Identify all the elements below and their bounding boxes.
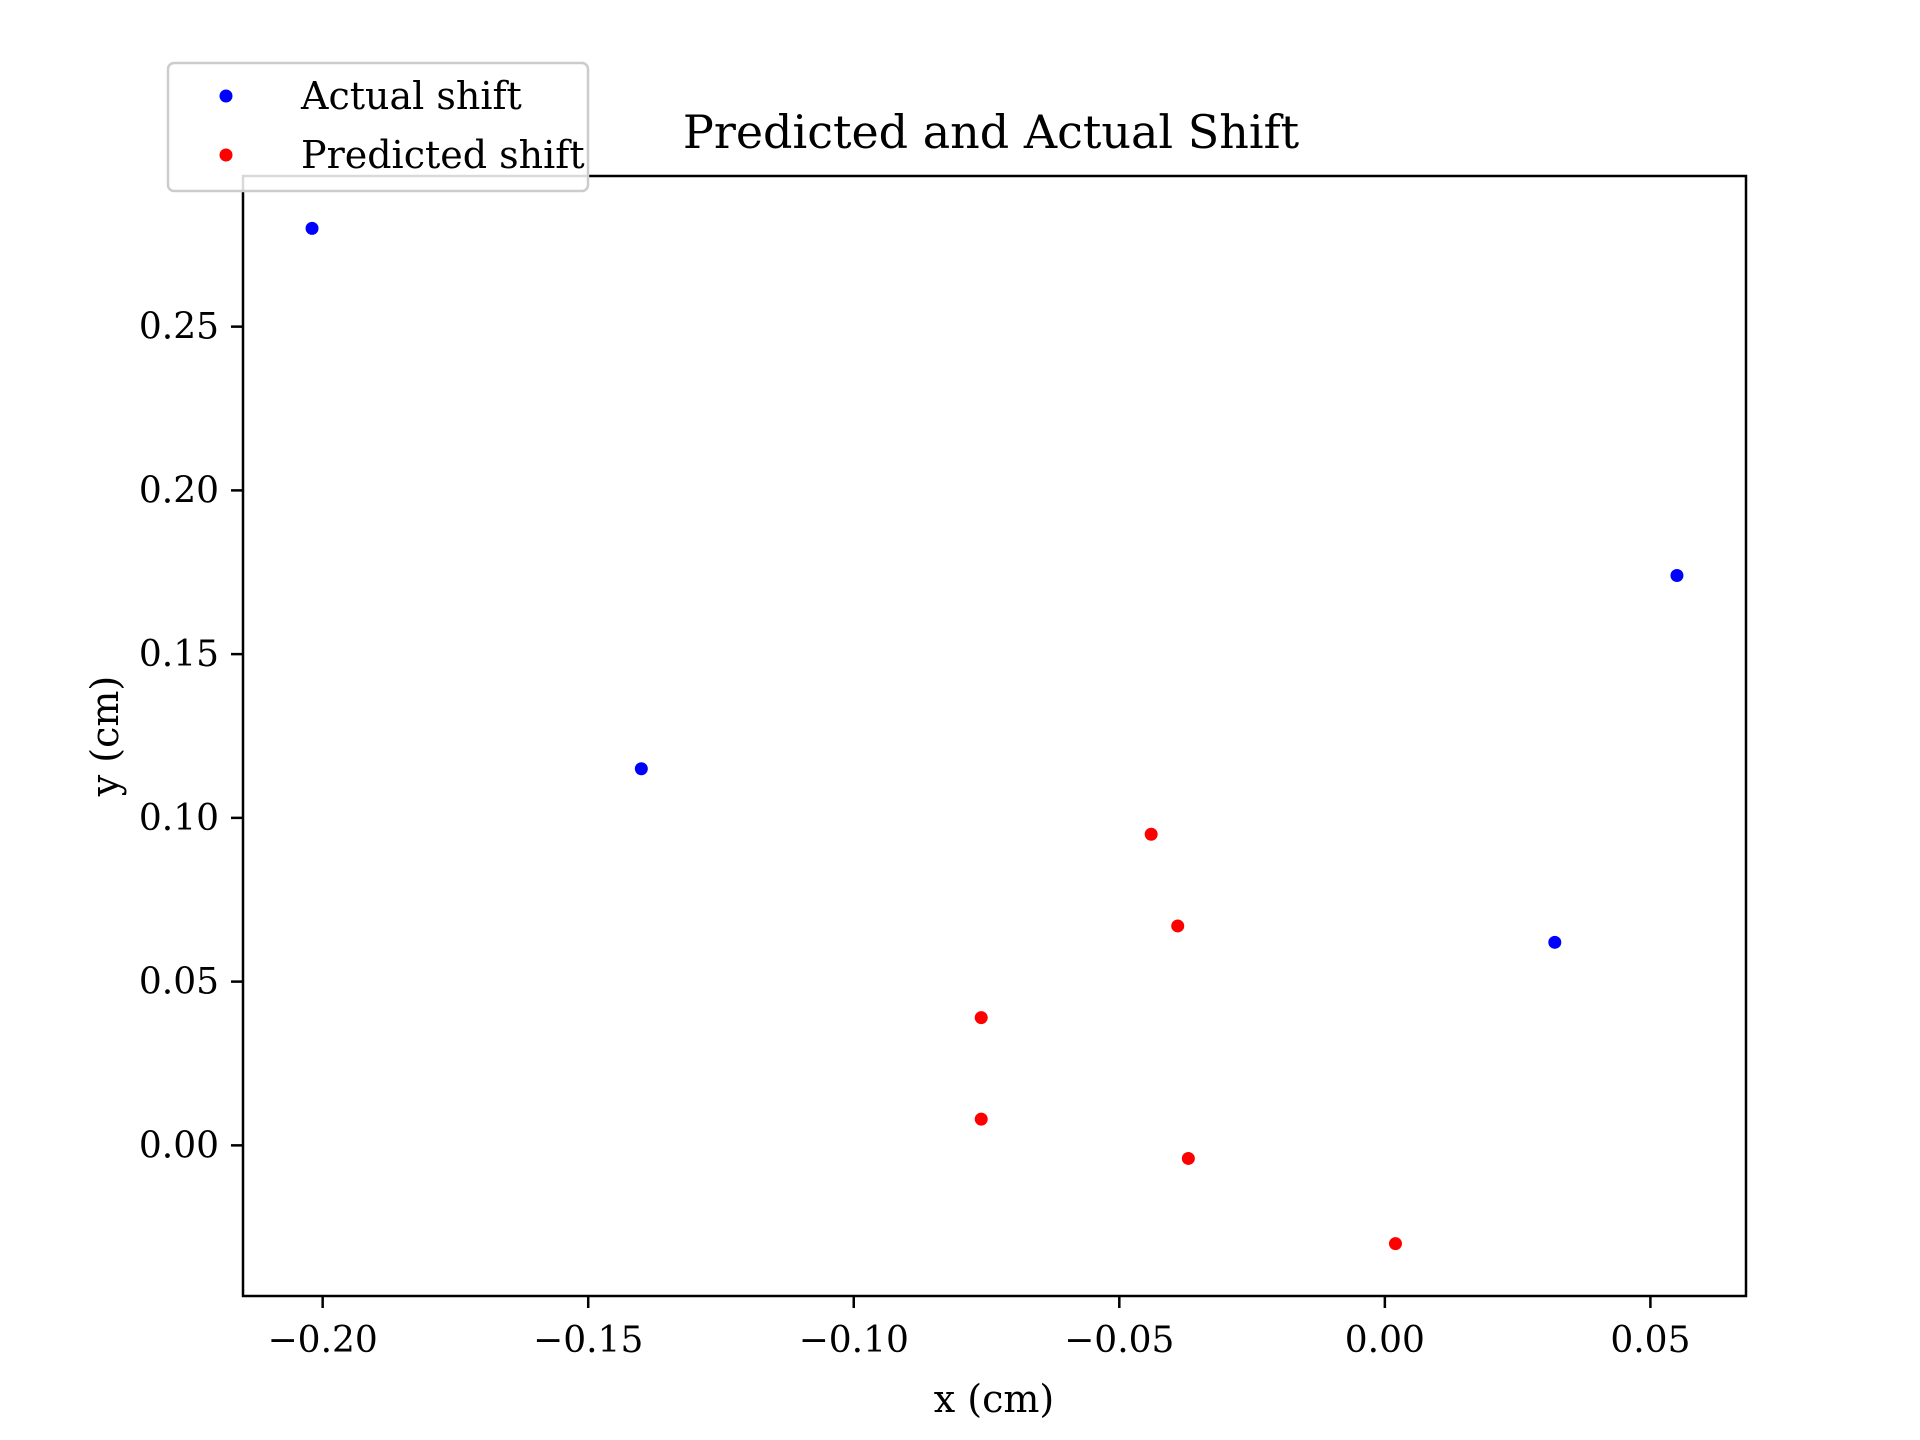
x-axis-label: x (cm) xyxy=(934,1377,1054,1421)
x-tick-label: 0.05 xyxy=(1610,1320,1690,1361)
predicted-shift-point xyxy=(1388,1237,1402,1251)
actual-shift-point xyxy=(1670,569,1684,583)
actual-shift-point xyxy=(1548,935,1562,949)
predicted-shift-point xyxy=(974,1112,988,1126)
x-axis-ticks: −0.20 −0.15 −0.10 −0.05 0.00 0.05 xyxy=(268,1296,1690,1361)
legend: Actual shift Predicted shift xyxy=(166,61,590,193)
predicted-shift-point xyxy=(974,1011,988,1025)
y-tick-label: 0.15 xyxy=(139,634,219,675)
y-axis-ticks: 0.00 0.05 0.10 0.15 0.20 0.25 xyxy=(139,307,243,1166)
x-tick-label: 0.00 xyxy=(1345,1320,1425,1361)
y-tick-label: 0.20 xyxy=(139,470,219,511)
y-tick-label: 0.00 xyxy=(139,1125,219,1166)
actual-shift-point xyxy=(634,762,648,776)
legend-label-predicted: Predicted shift xyxy=(301,133,585,177)
y-tick-label: 0.10 xyxy=(139,798,219,839)
predicted-shift-point xyxy=(1181,1151,1195,1165)
plot-area-frame xyxy=(241,174,1748,1298)
y-tick-label: 0.25 xyxy=(139,307,219,348)
predicted-shift-point xyxy=(1144,827,1158,841)
x-tick-label: −0.20 xyxy=(268,1320,378,1361)
chart-title: Predicted and Actual Shift xyxy=(683,105,1300,159)
legend-marker-predicted xyxy=(219,148,233,162)
legend-box xyxy=(166,61,590,193)
legend-label-actual: Actual shift xyxy=(300,74,522,118)
actual-shift-point xyxy=(305,221,319,235)
x-tick-label: −0.10 xyxy=(799,1320,909,1361)
data-points xyxy=(305,221,1684,1251)
x-tick-label: −0.05 xyxy=(1064,1320,1174,1361)
x-tick-label: −0.15 xyxy=(533,1320,643,1361)
predicted-shift-point xyxy=(1171,919,1185,933)
legend-marker-actual xyxy=(219,89,233,103)
y-axis-label: y (cm) xyxy=(83,676,127,798)
y-tick-label: 0.05 xyxy=(139,962,219,1003)
